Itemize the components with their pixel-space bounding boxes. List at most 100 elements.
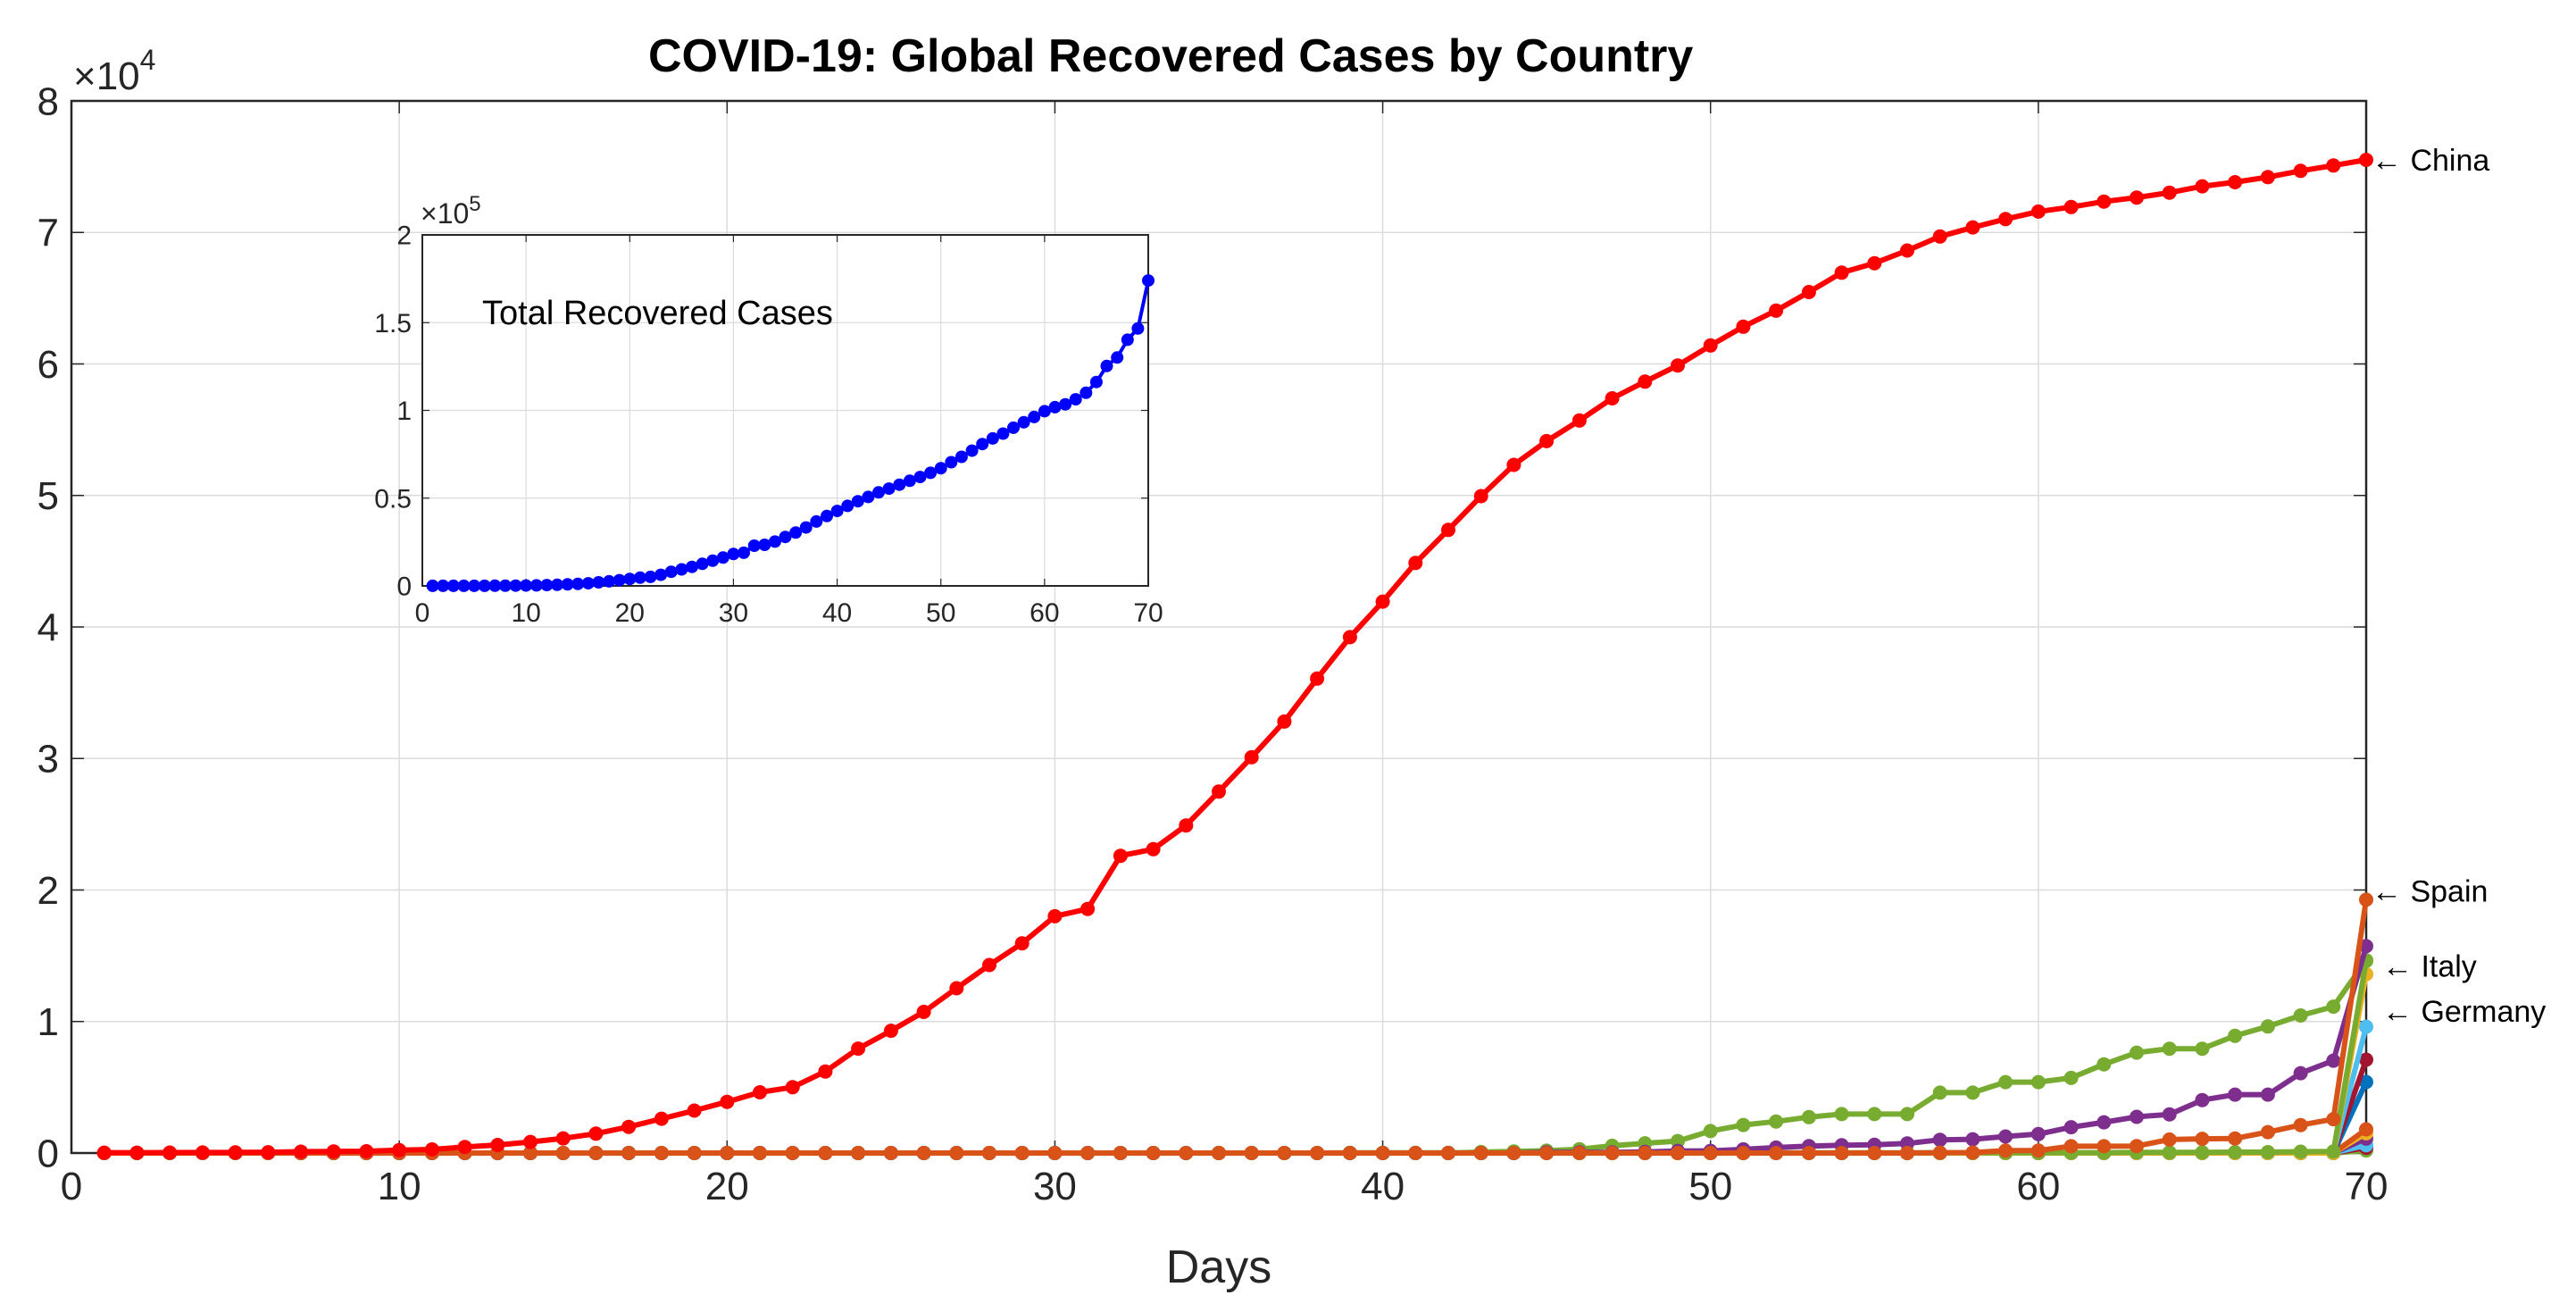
main-point-spain — [1638, 1146, 1653, 1160]
series-annotations: ← China← Spain← Italy← Germany — [2372, 144, 2546, 1029]
main-point-spain — [1473, 1146, 1488, 1160]
main-point-china — [883, 1024, 898, 1039]
main-point-spain — [523, 1146, 538, 1160]
inset-point-total — [1131, 322, 1145, 335]
annotation-label-spain: Spain — [2410, 874, 2488, 908]
main-point-china — [1671, 358, 1685, 373]
main-point-germany — [2326, 1144, 2341, 1159]
inset-point-total — [1100, 359, 1113, 372]
main-point-china — [228, 1145, 243, 1160]
inset-point-total — [934, 462, 947, 475]
inset-point-total — [561, 578, 574, 591]
main-point-china — [195, 1145, 210, 1160]
main-point-china — [1047, 908, 1063, 923]
inset-point-total — [478, 579, 491, 592]
annotation-arrow-icon: ← — [2382, 949, 2421, 983]
inset-point-total — [1048, 400, 1062, 414]
main-point-china — [588, 1126, 604, 1141]
y-multiplier-exponent: 4 — [140, 44, 156, 76]
main-point-spain — [1277, 1146, 1292, 1160]
main-point-spain — [588, 1146, 604, 1160]
main-point-spain — [2130, 1139, 2144, 1154]
inset-point-total — [976, 438, 989, 451]
main-point-spain — [1867, 1146, 1882, 1160]
inset-point-total — [633, 571, 646, 584]
main-point-china — [1244, 749, 1259, 765]
main-series-group — [96, 153, 2373, 1160]
main-point-spain — [883, 1146, 898, 1160]
inset-point-total — [1017, 415, 1030, 429]
inset-point-total — [955, 450, 968, 464]
main-point-china — [687, 1103, 702, 1118]
main-point-china — [1113, 848, 1128, 864]
main-point-china — [163, 1145, 178, 1160]
main-x-tick-label: 40 — [1361, 1165, 1405, 1208]
main-point-spain — [1408, 1146, 1423, 1160]
main-point-spain — [2326, 1112, 2341, 1127]
main-point-spain — [1932, 1145, 1947, 1160]
inset-point-total — [727, 547, 740, 561]
main-point-spain — [2195, 1132, 2210, 1147]
main-x-tick-label: 60 — [2016, 1165, 2060, 1208]
inset-point-total — [747, 539, 761, 552]
main-point-spain — [2228, 1131, 2243, 1146]
main-point-spain — [1539, 1146, 1555, 1160]
inset-point-total — [986, 431, 999, 445]
main-x-tick-label: 10 — [378, 1165, 421, 1208]
main-point-china — [654, 1111, 669, 1126]
inset-point-total — [509, 579, 522, 592]
main-point-spain — [982, 1146, 996, 1160]
main-point-china — [392, 1142, 407, 1157]
annotation-italy: ← Italy — [2382, 949, 2477, 983]
inset-x-ticks: 0 10 20 30 40 50 60 70 — [415, 235, 1163, 628]
main-point-spain — [785, 1146, 800, 1160]
main-point-italy — [2130, 1109, 2144, 1124]
main-point-china — [1441, 522, 1455, 538]
annotation-germany: ← Germany — [2382, 995, 2546, 1029]
main-point-china — [1014, 936, 1030, 951]
main-point-china — [1867, 255, 1882, 271]
inset-point-total — [581, 577, 595, 590]
inset-series-total — [426, 274, 1155, 592]
main-point-spain — [1506, 1146, 1521, 1160]
main-point-spain — [1900, 1146, 1914, 1160]
inset-point-total — [716, 551, 729, 564]
main-point-spain — [2359, 892, 2373, 907]
main-line-spain — [104, 898, 2369, 1156]
main-point-germany — [2162, 1145, 2177, 1160]
inset-point-total — [426, 579, 439, 592]
main-point-spain — [1834, 1146, 1849, 1160]
inset-x-tick-label: 30 — [719, 598, 748, 628]
main-point-spain — [621, 1146, 637, 1160]
annotation-label-italy: Italy — [2421, 949, 2476, 983]
inset-point-total — [664, 565, 678, 579]
main-point-china — [1375, 594, 1390, 609]
main-point-germany — [2293, 1144, 2308, 1159]
main-point-china — [2228, 175, 2243, 189]
main-point-spain — [1212, 1146, 1226, 1160]
main-point-china — [851, 1041, 866, 1057]
main-x-tick-label: 70 — [2345, 1165, 2388, 1208]
inset-point-total — [738, 546, 750, 559]
main-point-spain — [1342, 1146, 1357, 1160]
inset-point-total — [686, 560, 698, 573]
main-point-italy — [1965, 1132, 1980, 1147]
main-point-china — [621, 1119, 637, 1134]
main-point-iran — [1703, 1124, 1718, 1139]
main-point-china — [1638, 374, 1653, 389]
inset-point-total — [882, 482, 896, 496]
main-x-tick-label: 30 — [1033, 1165, 1077, 1208]
main-point-china — [1277, 714, 1292, 729]
main-y-tick-label: 4 — [38, 606, 59, 649]
inset-point-total — [623, 572, 637, 586]
x-axis-label: Days — [1166, 1241, 1271, 1293]
main-point-spain — [818, 1146, 833, 1160]
main-point-china — [1310, 671, 1325, 686]
main-point-south-korea — [2359, 1074, 2373, 1090]
main-point-spain — [1244, 1146, 1259, 1160]
inset-y-multiplier-base: ×10 — [421, 197, 469, 230]
main-point-china — [326, 1144, 341, 1159]
inset-point-total — [996, 427, 1010, 440]
main-point-italy — [2228, 1087, 2243, 1102]
inset-point-total — [1059, 397, 1072, 411]
